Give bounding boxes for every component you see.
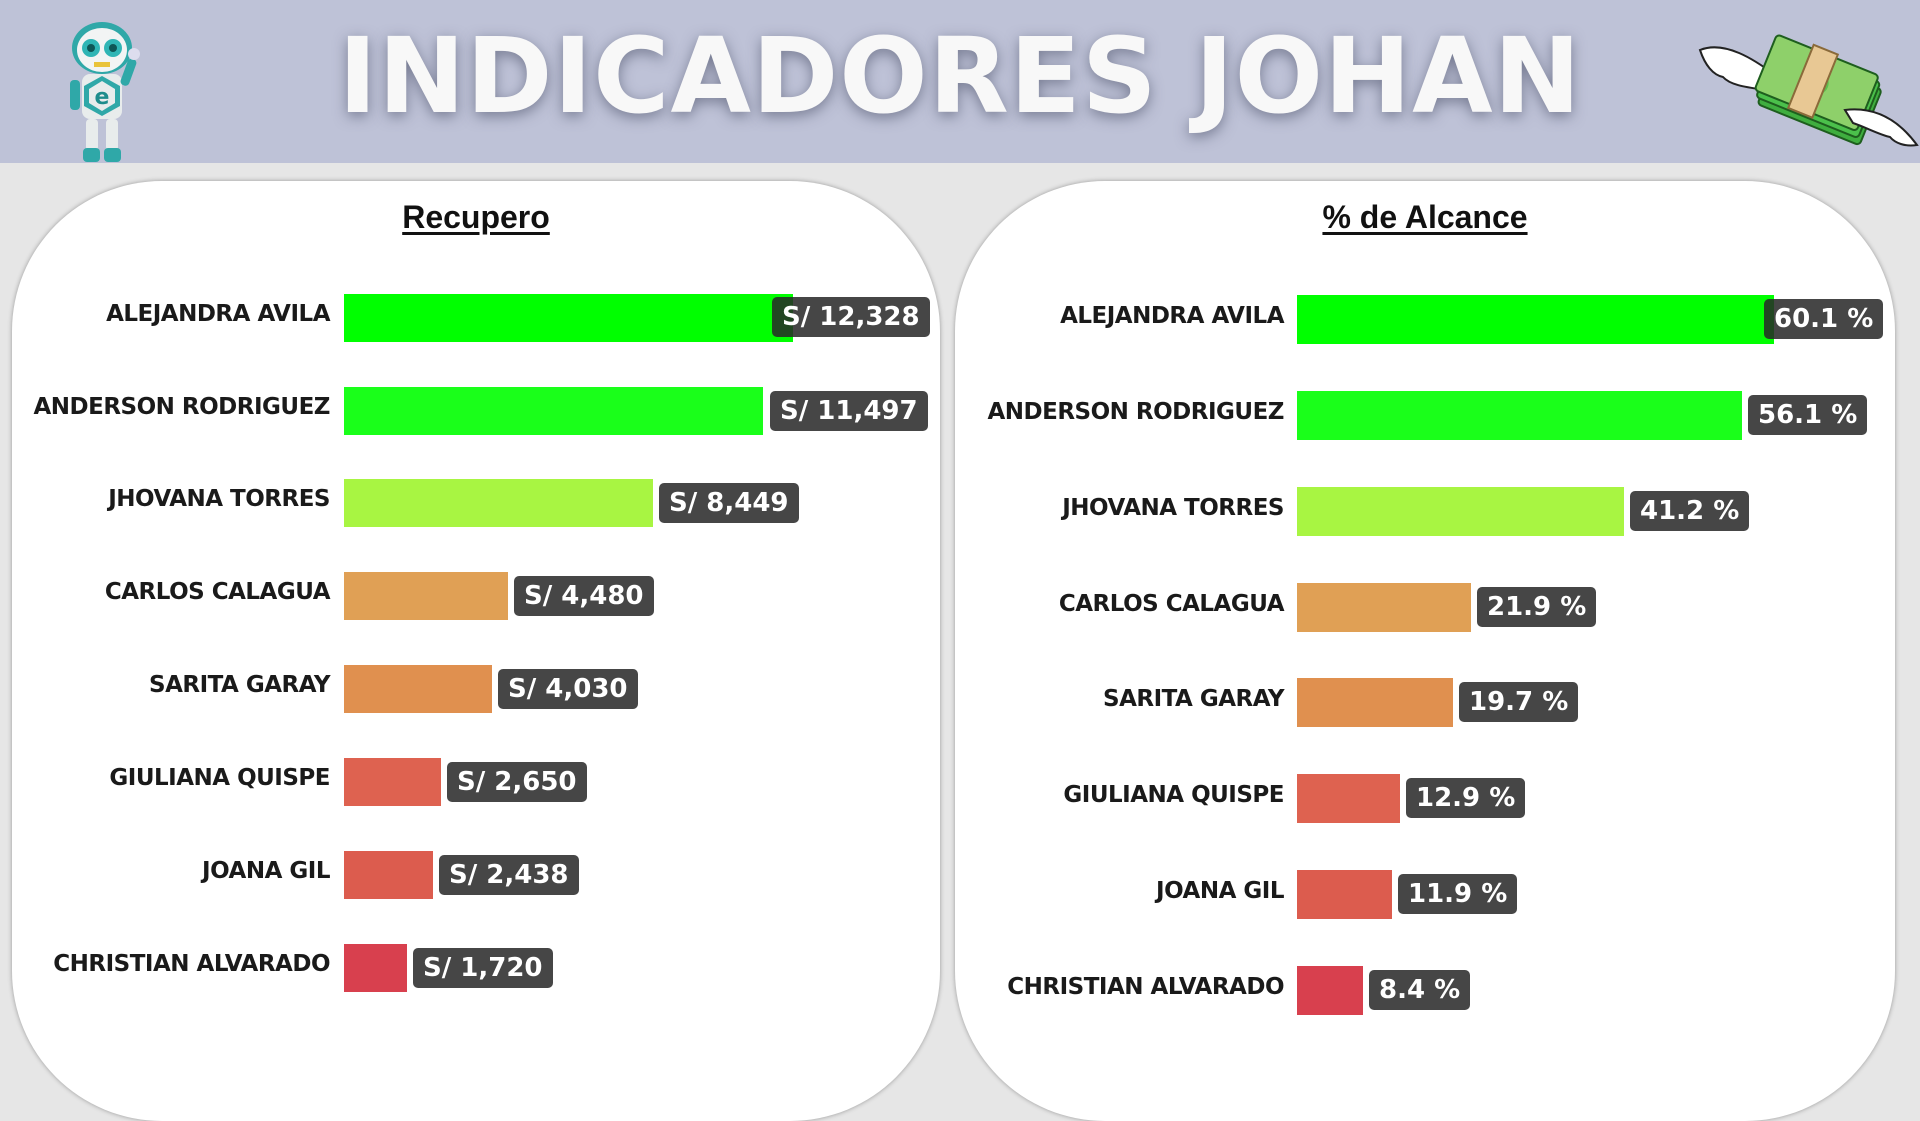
row-label: GIULIANA QUISPE (109, 765, 330, 791)
value-label: 8.4 % (1369, 970, 1471, 1010)
value-label: 41.2 % (1630, 491, 1750, 531)
chart-title-recupero: Recupero (402, 199, 550, 235)
bar[interactable] (1297, 774, 1400, 823)
row-label: ALEJANDRA AVILA (1060, 303, 1284, 329)
value-label: S/ 2,650 (447, 762, 587, 802)
value-label: 60.1 % (1764, 299, 1884, 339)
row-label: SARITA GARAY (1103, 686, 1285, 712)
bar[interactable] (344, 944, 407, 992)
row-label: CHRISTIAN ALVARADO (1007, 974, 1284, 1000)
value-label: S/ 8,449 (659, 483, 799, 523)
bar[interactable] (344, 479, 653, 527)
bar[interactable] (1297, 391, 1742, 440)
row-label: JHOVANA TORRES (1062, 495, 1284, 521)
value-label: S/ 11,497 (770, 391, 928, 431)
row-label: CHRISTIAN ALVARADO (53, 951, 330, 977)
page-title: INDICADORES JOHAN (338, 15, 1582, 137)
row-label: CARLOS CALAGUA (104, 579, 331, 605)
bar[interactable] (344, 665, 492, 713)
bar[interactable] (1297, 678, 1453, 727)
bar[interactable] (344, 572, 508, 620)
bar[interactable] (1297, 583, 1471, 632)
value-label: 21.9 % (1477, 587, 1597, 627)
row-label: SARITA GARAY (149, 672, 331, 698)
row-label: JHOVANA TORRES (108, 486, 330, 512)
bar[interactable] (344, 851, 433, 899)
bar[interactable] (344, 294, 793, 342)
value-label: S/ 2,438 (439, 855, 579, 895)
value-label: S/ 12,328 (772, 297, 930, 337)
row-label: GIULIANA QUISPE (1063, 782, 1284, 808)
svg-text:e: e (95, 85, 110, 110)
row-label: ANDERSON RODRIGUEZ (33, 394, 330, 420)
row-label: ALEJANDRA AVILA (106, 301, 330, 327)
bar[interactable] (1297, 487, 1624, 536)
robot-mascot-icon: e (70, 22, 140, 162)
chart-title-alcance: % de Alcance (1322, 199, 1528, 235)
row-label: JOANA GIL (202, 858, 330, 884)
flying-money-icon (1698, 34, 1919, 147)
value-label: 12.9 % (1406, 778, 1526, 818)
value-label: 19.7 % (1459, 682, 1579, 722)
value-label: S/ 1,720 (413, 948, 553, 988)
row-label: JOANA GIL (1156, 878, 1284, 904)
bar[interactable] (344, 758, 441, 806)
value-label: S/ 4,030 (498, 669, 638, 709)
header-banner: e INDICADORES JOHAN (0, 0, 1920, 163)
bar[interactable] (1297, 966, 1363, 1015)
row-label: ANDERSON RODRIGUEZ (987, 399, 1284, 425)
bar[interactable] (1297, 870, 1392, 919)
row-label: CARLOS CALAGUA (1058, 591, 1285, 617)
value-label: 11.9 % (1398, 874, 1518, 914)
bar[interactable] (344, 387, 763, 435)
bar[interactable] (1297, 295, 1774, 344)
value-label: 56.1 % (1748, 395, 1868, 435)
value-label: S/ 4,480 (514, 576, 654, 616)
